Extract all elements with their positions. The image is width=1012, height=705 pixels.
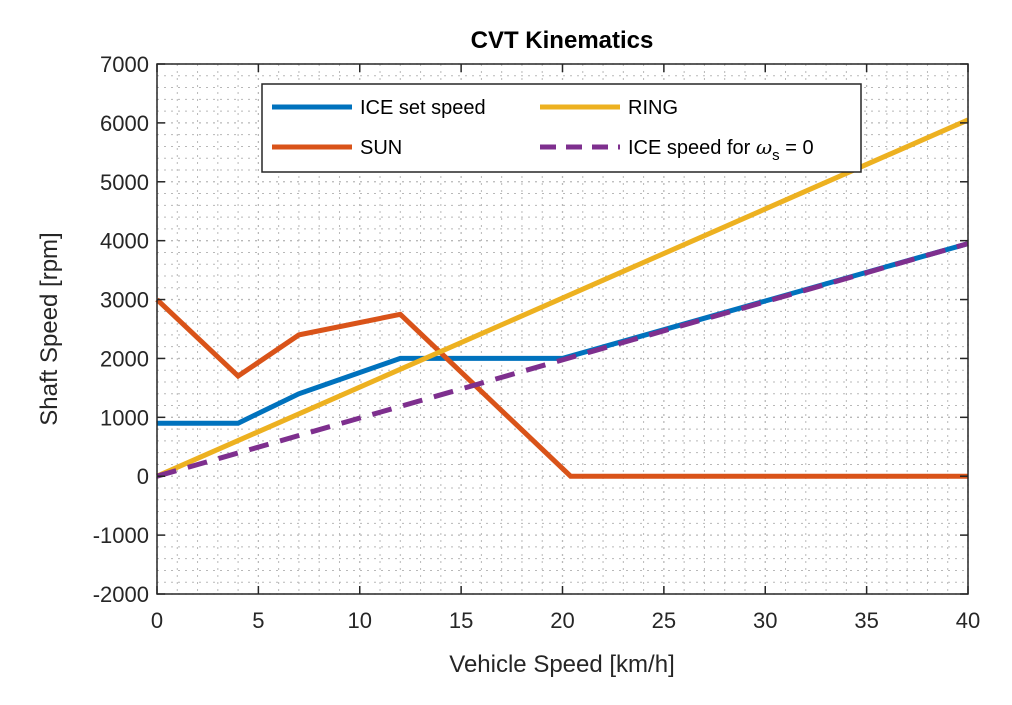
legend-box bbox=[261, 83, 862, 173]
y-tick-label: 7000 bbox=[100, 52, 149, 77]
y-tick-label: 2000 bbox=[100, 346, 149, 371]
x-tick-label: 40 bbox=[956, 608, 980, 633]
legend-label-subscript: s bbox=[772, 147, 780, 164]
legend: ICE set speed SUN RING ICE speed for ωs … bbox=[261, 83, 862, 173]
legend-label-omega: ω bbox=[756, 135, 772, 159]
series-line-ice-speed-for-s-0 bbox=[156, 241, 969, 479]
series-line-sun bbox=[155, 297, 968, 479]
y-tick-label: 1000 bbox=[100, 405, 149, 430]
legend-label-suffix: = 0 bbox=[780, 137, 814, 159]
grid-lines bbox=[156, 63, 969, 595]
y-axis-label: Shaft Speed [rpm] bbox=[36, 232, 63, 425]
y-tick-label: 5000 bbox=[100, 170, 149, 195]
legend-label-prefix: ICE speed for bbox=[628, 137, 756, 159]
chart-title: CVT Kinematics bbox=[471, 27, 654, 54]
x-tick-label: 35 bbox=[854, 608, 878, 633]
legend-label-sun: SUN bbox=[360, 137, 402, 159]
legend-label-ice-speed-omega: ICE speed for ωs = 0 bbox=[628, 135, 814, 164]
y-tick-label: -2000 bbox=[93, 582, 149, 607]
y-tick-label: -1000 bbox=[93, 523, 149, 548]
x-tick-label: 15 bbox=[449, 608, 473, 633]
legend-label-ice-set-speed: ICE set speed bbox=[360, 97, 486, 119]
x-tick-label: 30 bbox=[753, 608, 777, 633]
y-tick-label: 6000 bbox=[100, 111, 149, 136]
x-tick-label: 25 bbox=[652, 608, 676, 633]
x-tick-label: 5 bbox=[252, 608, 264, 633]
x-tick-label: 10 bbox=[348, 608, 372, 633]
y-tick-label: 0 bbox=[137, 464, 149, 489]
y-tick-label: 3000 bbox=[100, 288, 149, 313]
data-series bbox=[155, 117, 970, 479]
axis-ticks: 0 5 10 15 20 25 30 35 40 -2000 -1000 0 1000 2000 3000 4… bbox=[93, 52, 981, 633]
y-tick-label: 4000 bbox=[100, 229, 149, 254]
legend-label-ring: RING bbox=[628, 97, 678, 119]
x-axis-label: Vehicle Speed [km/h] bbox=[449, 651, 674, 678]
x-tick-label: 0 bbox=[151, 608, 163, 633]
x-tick-label: 20 bbox=[550, 608, 574, 633]
series-line-ring bbox=[155, 117, 970, 479]
